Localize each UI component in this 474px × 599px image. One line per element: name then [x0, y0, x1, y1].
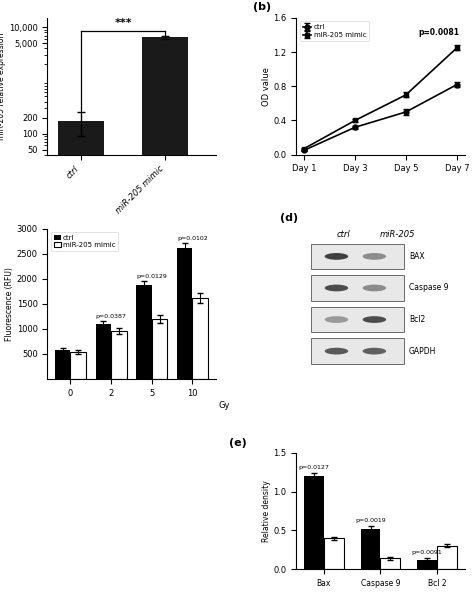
Text: p=0.0081: p=0.0081	[419, 28, 459, 37]
Text: p=0.0387: p=0.0387	[96, 314, 127, 319]
Ellipse shape	[363, 316, 386, 323]
Bar	[71, 352, 86, 379]
Y-axis label: Relative density: Relative density	[262, 480, 271, 542]
Bar	[111, 331, 127, 379]
Text: ***: ***	[114, 19, 132, 29]
Text: BAX: BAX	[409, 252, 425, 261]
Legend: ctrl, miR-205 mimic: ctrl, miR-205 mimic	[51, 232, 118, 251]
Bar	[152, 319, 167, 379]
Bar	[177, 247, 192, 379]
Ellipse shape	[325, 316, 348, 323]
Bar	[58, 121, 104, 599]
Y-axis label: Fluorescence (RFU): Fluorescence (RFU)	[5, 267, 14, 341]
Bar	[417, 559, 437, 569]
Y-axis label: OD value: OD value	[262, 67, 271, 106]
Bar	[311, 244, 404, 269]
Bar	[304, 476, 324, 569]
Text: (b): (b)	[253, 2, 271, 12]
Bar	[192, 298, 208, 379]
Text: p=0.0091: p=0.0091	[412, 550, 443, 555]
Bar	[437, 546, 457, 569]
Ellipse shape	[363, 285, 386, 291]
Bar	[311, 275, 404, 301]
Bar	[311, 307, 404, 332]
Ellipse shape	[325, 253, 348, 260]
Bar	[324, 538, 344, 569]
Text: p=0.0127: p=0.0127	[299, 465, 329, 470]
Bar	[142, 37, 188, 599]
Legend: ctrl, miR-205 mimic: ctrl, miR-205 mimic	[300, 22, 369, 41]
Text: Caspase 9: Caspase 9	[409, 283, 448, 292]
Ellipse shape	[363, 253, 386, 260]
Text: (a): (a)	[0, 2, 1, 12]
Bar	[137, 285, 152, 379]
Ellipse shape	[325, 348, 348, 355]
Text: p=0.0019: p=0.0019	[355, 518, 386, 524]
Text: Bcl2: Bcl2	[409, 315, 425, 324]
Ellipse shape	[363, 348, 386, 355]
Text: (d): (d)	[280, 213, 298, 223]
Text: p=0.0129: p=0.0129	[137, 274, 167, 279]
Text: GAPDH: GAPDH	[409, 347, 437, 356]
Text: miR-205: miR-205	[380, 230, 415, 239]
Bar	[311, 338, 404, 364]
Bar	[96, 324, 111, 379]
Text: (e): (e)	[229, 438, 247, 448]
Ellipse shape	[325, 285, 348, 291]
Text: Gy: Gy	[219, 401, 230, 410]
Text: ctrl: ctrl	[337, 230, 350, 239]
Bar	[381, 558, 400, 569]
Y-axis label: miR-205 relative expression: miR-205 relative expression	[0, 32, 6, 140]
Bar	[361, 529, 381, 569]
Bar	[55, 350, 71, 379]
Text: p=0.0102: p=0.0102	[177, 236, 208, 241]
